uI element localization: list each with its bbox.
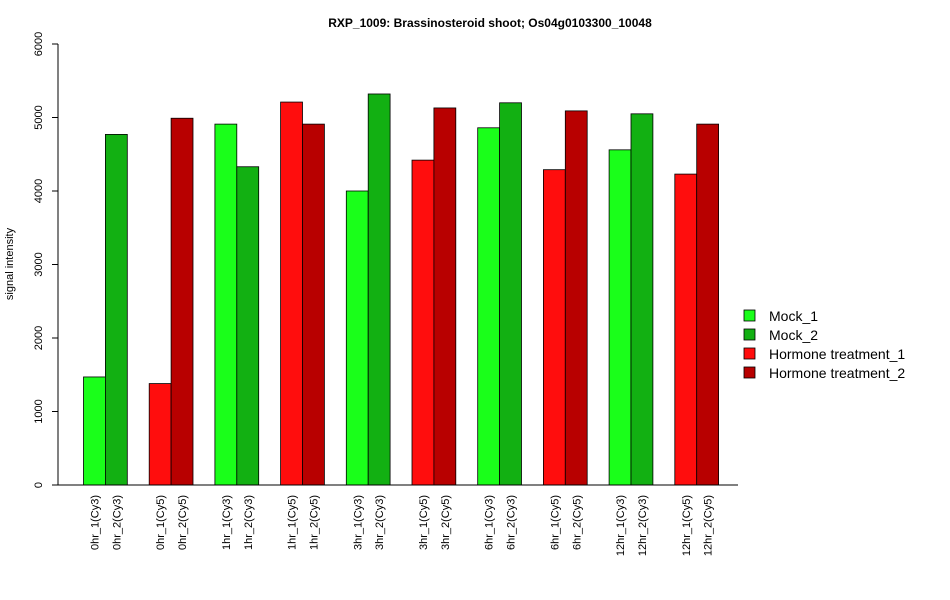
x-tick-label: 6hr_2(Cy3) — [506, 495, 518, 550]
y-tick-label: 0 — [33, 482, 45, 488]
x-tick-label: 6hr_1(Cy3) — [484, 495, 496, 550]
x-tick-label: 12hr_1(Cy3) — [615, 495, 627, 556]
legend-swatch — [743, 328, 756, 341]
y-tick-label: 5000 — [33, 105, 45, 129]
bar-1hr_1(Cy3) — [214, 123, 238, 486]
y-tick-label: 2000 — [33, 326, 45, 350]
bar-12hr_1(Cy3) — [608, 149, 632, 486]
bar-1hr_1(Cy5) — [280, 101, 303, 486]
y-tick-label: 4000 — [33, 179, 45, 203]
x-tick-label: 12hr_1(Cy5) — [681, 495, 693, 556]
x-tick-label: 3hr_1(Cy3) — [352, 495, 364, 550]
bar-6hr_2(Cy3) — [499, 102, 522, 486]
bar-6hr_2(Cy5) — [564, 110, 588, 486]
x-tick-label: 12hr_2(Cy3) — [637, 495, 649, 556]
x-tick-label: 6hr_1(Cy5) — [549, 495, 561, 550]
bar-0hr_2(Cy3) — [105, 134, 128, 486]
x-tick-label: 3hr_2(Cy3) — [374, 495, 386, 550]
x-tick-label: 1hr_2(Cy5) — [308, 495, 320, 550]
bar-6hr_1(Cy3) — [477, 127, 501, 486]
x-tick-label: 12hr_2(Cy5) — [703, 495, 715, 556]
bar-1hr_2(Cy3) — [236, 166, 260, 486]
bar-3hr_1(Cy3) — [345, 190, 369, 486]
x-tick-label: 1hr_2(Cy3) — [243, 495, 255, 550]
legend-swatch — [743, 347, 756, 360]
y-tick-label: 3000 — [33, 252, 45, 276]
bar-12hr_2(Cy5) — [696, 123, 720, 486]
bar-0hr_2(Cy5) — [170, 117, 194, 486]
legend: Mock_1 Mock_2 Hormone treatment_1 Hormone t… — [743, 308, 905, 381]
bars-group — [83, 93, 720, 486]
x-tick-label: 1hr_1(Cy5) — [287, 495, 299, 550]
legend-swatch — [743, 309, 756, 322]
chart-title: RXP_1009: Brassinosteroid shoot; Os04g01… — [328, 16, 652, 30]
bar-12hr_1(Cy5) — [674, 173, 698, 486]
x-tick-label: 1hr_1(Cy3) — [221, 495, 233, 550]
legend-swatch — [743, 366, 756, 379]
legend-label: Mock_1 — [769, 308, 818, 324]
legend-label: Mock_2 — [769, 327, 818, 343]
legend-label: Hormone treatment_2 — [769, 365, 905, 381]
x-tick-label: 3hr_1(Cy5) — [418, 495, 430, 550]
y-tick-label: 1000 — [33, 399, 45, 423]
bar-0hr_1(Cy3) — [83, 376, 106, 486]
y-tick-label: 6000 — [33, 32, 45, 56]
y-axis: 0 1000 2000 3000 4000 5000 6000 — [33, 32, 59, 488]
x-tick-label: 0hr_2(Cy5) — [177, 495, 189, 550]
x-tick-label: 0hr_1(Cy3) — [89, 495, 101, 550]
x-tick-label: 6hr_2(Cy5) — [571, 495, 583, 550]
bar-1hr_2(Cy5) — [302, 123, 325, 486]
x-tick-label: 0hr_1(Cy5) — [155, 495, 167, 550]
legend-label: Hormone treatment_1 — [769, 346, 905, 362]
bar-0hr_1(Cy5) — [148, 383, 172, 486]
bar-3hr_2(Cy3) — [367, 93, 391, 486]
bar-12hr_2(Cy3) — [630, 113, 654, 486]
x-axis-labels: 0hr_1(Cy3) 0hr_2(Cy3) 0hr_1(Cy5) 0hr_2(Cy5)… — [89, 495, 714, 556]
x-tick-label: 0hr_2(Cy3) — [111, 495, 123, 550]
x-tick-label: 3hr_2(Cy5) — [440, 495, 452, 550]
bar-6hr_1(Cy5) — [543, 169, 566, 486]
bar-3hr_1(Cy5) — [411, 159, 435, 486]
y-axis-label: signal intensity — [4, 227, 16, 300]
bar-3hr_2(Cy5) — [433, 107, 457, 486]
